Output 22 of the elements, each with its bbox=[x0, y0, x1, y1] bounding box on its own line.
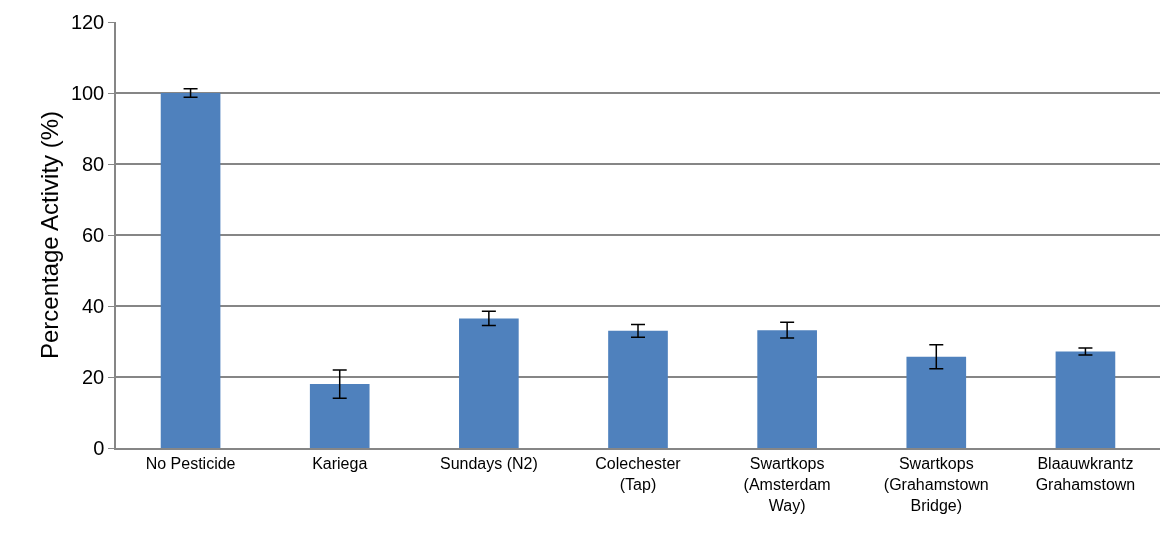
y-tick-label: 120 bbox=[70, 11, 105, 33]
bar bbox=[608, 330, 668, 448]
y-tick-label: 20 bbox=[82, 366, 105, 388]
bar bbox=[309, 384, 370, 448]
y-tick-label: 40 bbox=[82, 295, 105, 317]
x-tick-label: No Pesticide bbox=[145, 454, 236, 472]
y-tick-label: 80 bbox=[82, 153, 105, 175]
bar bbox=[459, 318, 519, 448]
bar bbox=[160, 93, 221, 448]
y-tick-label: 100 bbox=[70, 82, 105, 104]
bar bbox=[1055, 351, 1116, 448]
x-tick-label: Colechester (Tap) bbox=[595, 454, 682, 493]
x-tick-label: Sundays (N2) bbox=[439, 454, 538, 472]
y-tick-label: 60 bbox=[82, 224, 105, 246]
y-axis-title: Percentage Activity (%) bbox=[35, 110, 63, 360]
bar bbox=[757, 330, 817, 448]
x-tick-label: Kariega bbox=[312, 454, 368, 472]
y-tick-label: 0 bbox=[93, 437, 105, 459]
x-tick-label: Swartkops (Grahamstown Bridge) bbox=[883, 454, 989, 514]
x-tick-label: Swartkops (Amsterdam Way) bbox=[743, 454, 831, 514]
bar bbox=[906, 356, 967, 448]
x-tick-label: Blaauwkrantz Grahamstown bbox=[1035, 454, 1136, 493]
